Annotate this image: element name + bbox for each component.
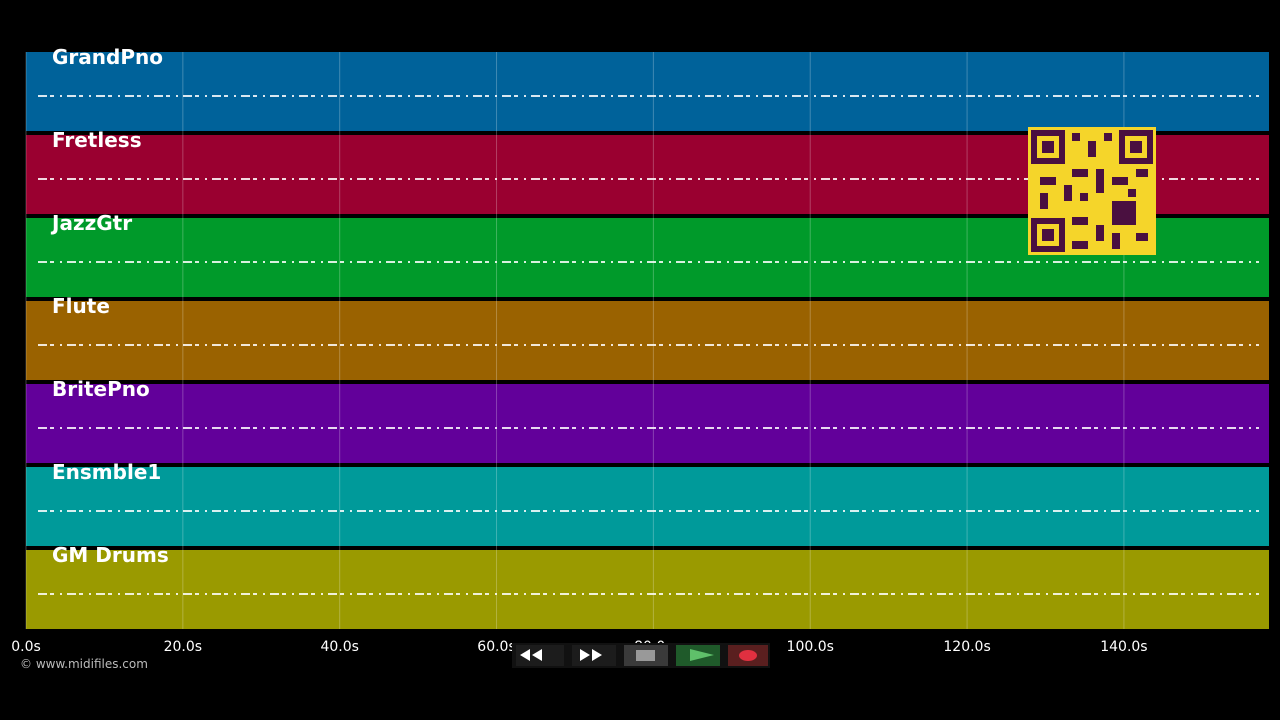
- fast-forward-button[interactable]: [572, 645, 616, 666]
- track-name: Flute: [52, 294, 110, 318]
- tick-label: 20.0s: [164, 639, 202, 655]
- track-lane: [26, 301, 1269, 380]
- track-lane: [26, 467, 1269, 546]
- track-name: BritePno: [52, 377, 150, 401]
- track-name: Fretless: [52, 128, 142, 152]
- track-name: Ensmble1: [52, 460, 161, 484]
- record-button[interactable]: [728, 645, 768, 666]
- transport-controls: [512, 643, 770, 668]
- track-lane: [26, 52, 1269, 131]
- track-name: GrandPno: [52, 45, 163, 69]
- tick-label: 40.0s: [320, 639, 358, 655]
- tick-label: 140.0s: [1100, 639, 1147, 655]
- copyright: © www.midifiles.com: [20, 657, 148, 671]
- track-name: JazzGtr: [50, 211, 132, 235]
- tick-label: 120.0s: [943, 639, 990, 655]
- track-lane: [26, 384, 1269, 463]
- qr-code: [1028, 127, 1156, 255]
- track-name: GM Drums: [52, 543, 169, 567]
- tick-label: 60.0s: [477, 639, 515, 655]
- track-lane: [26, 550, 1269, 629]
- stop-button[interactable]: [624, 645, 668, 666]
- tick-label: 100.0s: [787, 639, 834, 655]
- rewind-button[interactable]: [516, 645, 564, 666]
- play-button[interactable]: [676, 645, 720, 666]
- tick-label: 0.0s: [11, 639, 41, 655]
